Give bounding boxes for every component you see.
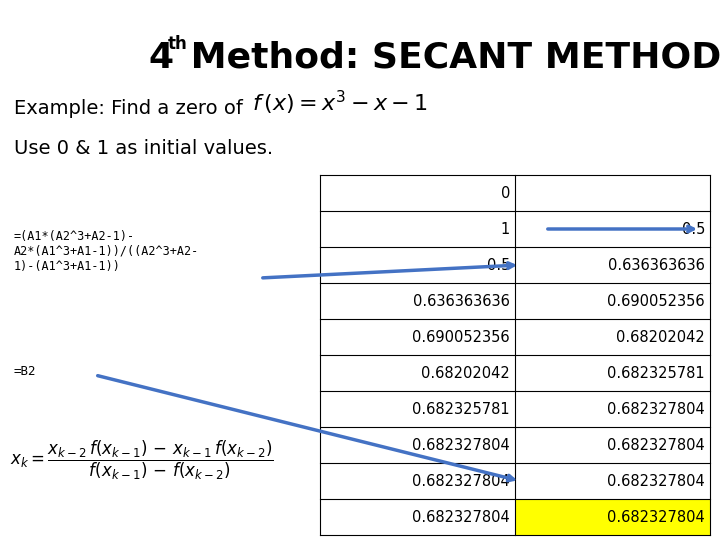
Polygon shape	[515, 499, 710, 535]
Text: 0.5: 0.5	[487, 258, 510, 273]
Text: 0.682325781: 0.682325781	[413, 402, 510, 416]
Text: 0.682327804: 0.682327804	[607, 474, 705, 489]
Text: 0.690052356: 0.690052356	[413, 329, 510, 345]
Text: 0.682327804: 0.682327804	[413, 437, 510, 453]
Text: Example: Find a zero of: Example: Find a zero of	[14, 98, 243, 118]
Text: 0.682327804: 0.682327804	[607, 402, 705, 416]
Text: 0.636363636: 0.636363636	[608, 258, 705, 273]
Text: th: th	[168, 35, 188, 53]
Text: Method: SECANT METHOD: Method: SECANT METHOD	[178, 41, 720, 75]
Text: 0.682327804: 0.682327804	[607, 437, 705, 453]
Text: 4: 4	[148, 41, 173, 75]
Text: =(A1*(A2^3+A2-1)-
A2*(A1^3+A1-1))/((A2^3+A2-
1)-(A1^3+A1-1)): =(A1*(A2^3+A2-1)- A2*(A1^3+A1-1))/((A2^3…	[14, 230, 199, 273]
Text: $x_k = \dfrac{x_{k-2}\,f(x_{k-1})\,-\,x_{k-1}\,f(x_{k-2})}{f(x_{k-1})\,-\,f(x_{k: $x_k = \dfrac{x_{k-2}\,f(x_{k-1})\,-\,x_…	[10, 438, 274, 482]
Text: 0.5: 0.5	[682, 221, 705, 237]
Text: 0.682327804: 0.682327804	[413, 510, 510, 524]
Text: 0.690052356: 0.690052356	[608, 294, 705, 308]
Text: 1: 1	[500, 221, 510, 237]
Text: 0.68202042: 0.68202042	[421, 366, 510, 381]
Text: 0: 0	[500, 186, 510, 200]
Text: =B2: =B2	[14, 365, 37, 378]
Text: 0.682325781: 0.682325781	[608, 366, 705, 381]
Text: 0.682327804: 0.682327804	[413, 474, 510, 489]
Text: Use 0 & 1 as initial values.: Use 0 & 1 as initial values.	[14, 138, 273, 158]
Text: $f\,(x) = x^3 - x - 1$: $f\,(x) = x^3 - x - 1$	[252, 89, 428, 117]
Text: 0.682327804: 0.682327804	[607, 510, 705, 524]
Text: 0.68202042: 0.68202042	[616, 329, 705, 345]
Text: 0.636363636: 0.636363636	[413, 294, 510, 308]
